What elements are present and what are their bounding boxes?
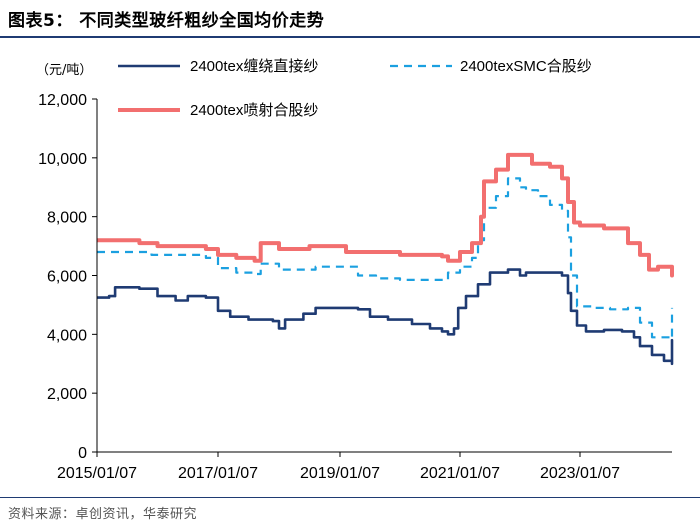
y-tick-label: 8,000 <box>47 210 87 227</box>
x-tick-label: 2021/01/07 <box>420 465 500 482</box>
legend-label-2: 2400texSMC合股纱 <box>460 58 592 75</box>
series-line-2 <box>97 177 674 340</box>
y-tick-label: 6,000 <box>47 269 87 286</box>
y-tick-label: 2,000 <box>47 386 87 403</box>
x-tick-label: 2019/01/07 <box>300 465 380 482</box>
x-tick-label: 2015/01/07 <box>57 465 137 482</box>
y-tick-label: 0 <box>78 445 87 462</box>
y-tick-label: 10,000 <box>38 151 87 168</box>
y-axis-ticks: 0 2,000 4,000 6,000 8,000 10,000 12,000 <box>38 92 97 462</box>
title-divider <box>0 36 700 38</box>
chart-title: 图表5： 不同类型玻纤粗纱全国均价走势 <box>8 11 325 31</box>
x-tick-label: 2023/01/07 <box>540 465 620 482</box>
y-tick-label: 12,000 <box>38 92 87 109</box>
x-tick-label: 2017/01/07 <box>178 465 258 482</box>
legend-label-3: 2400tex喷射合股纱 <box>190 102 318 119</box>
y-tick-label: 4,000 <box>47 327 87 344</box>
series-layer <box>97 152 674 366</box>
x-axis-ticks: 2015/01/07 2017/01/07 2019/01/07 2021/01/07… <box>57 452 620 482</box>
legend-label-1: 2400tex缠绕直接纱 <box>190 57 318 75</box>
legend: 2400tex缠绕直接纱 2400texSMC合股纱 2400tex喷射合股纱 <box>118 57 592 119</box>
source-note: 资料来源：卓创资讯，华泰研究 <box>8 507 198 522</box>
y-axis-unit: （元/吨） <box>36 63 92 78</box>
series-line-1 <box>97 268 674 366</box>
source-divider <box>0 497 700 498</box>
series-line-3 <box>97 152 674 278</box>
